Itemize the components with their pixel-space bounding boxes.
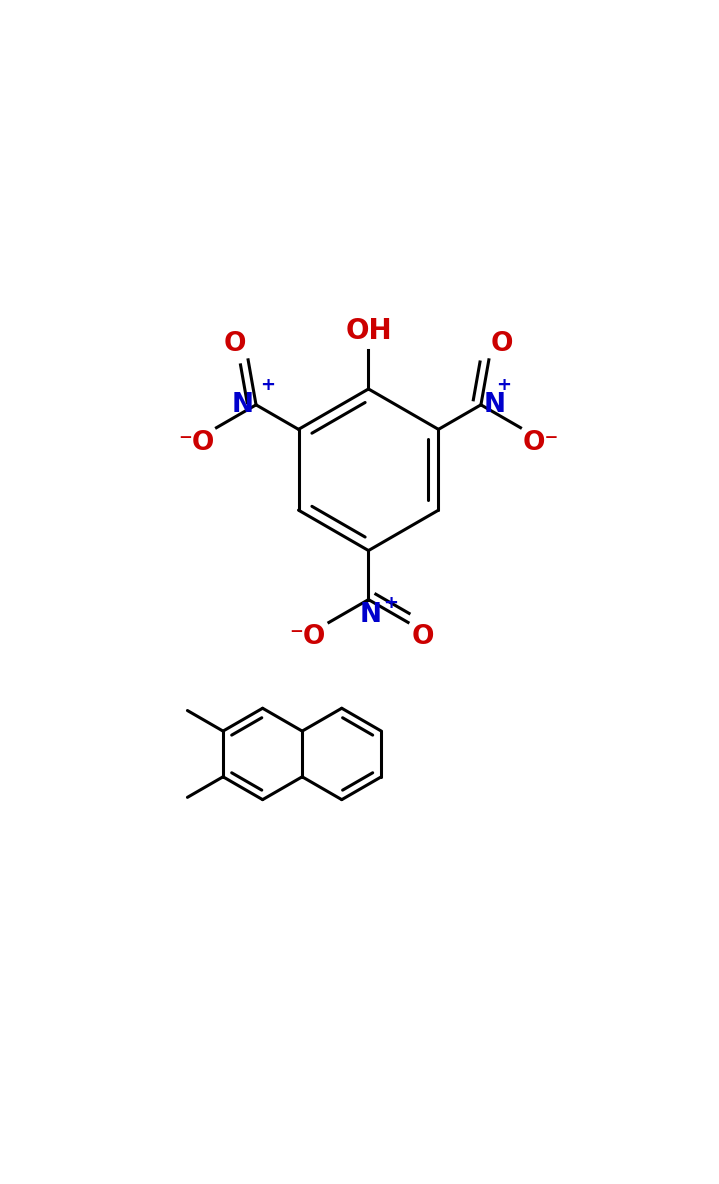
Text: N: N bbox=[360, 603, 381, 629]
Text: ⁻O: ⁻O bbox=[289, 624, 326, 650]
Text: +: + bbox=[383, 594, 398, 612]
Text: OH: OH bbox=[345, 317, 392, 346]
Text: O: O bbox=[491, 332, 513, 358]
Text: O⁻: O⁻ bbox=[523, 430, 559, 456]
Text: ⁻O: ⁻O bbox=[178, 430, 214, 456]
Text: O: O bbox=[411, 624, 434, 650]
Text: +: + bbox=[497, 375, 511, 394]
Text: +: + bbox=[260, 375, 275, 394]
Text: N: N bbox=[232, 392, 253, 418]
Text: O: O bbox=[224, 332, 246, 358]
Text: N: N bbox=[484, 392, 505, 418]
